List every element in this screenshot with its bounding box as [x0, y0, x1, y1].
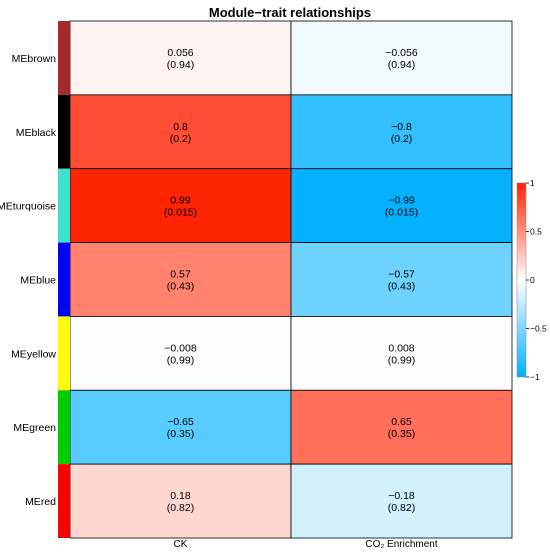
cell-pvalue-label: (0.99): [167, 354, 194, 366]
color-legend-tick-label: 0.5: [530, 227, 542, 237]
module-color-bars: [58, 21, 70, 538]
row-label-meyellow: MEyellow: [11, 348, 56, 360]
cell-correlation-label: 0.65: [391, 416, 412, 428]
module-color-meyellow: [58, 316, 70, 391]
cell-pvalue-label: (0.82): [167, 502, 194, 514]
heatmap-cell-mebrown-0: [69, 20, 292, 96]
cell-pvalue-label: (0.2): [170, 133, 192, 145]
cell-pvalue-label: (0.43): [167, 281, 194, 293]
heatmap-cell-meblue-1: [290, 242, 513, 317]
cell-correlation-label: 0.8: [173, 121, 188, 133]
module-color-meturquoise: [58, 168, 70, 243]
cell-correlation-label: 0.008: [388, 342, 414, 354]
heatmap-cells: [69, 20, 513, 539]
axis-labels: MEbrown 0.056(0.94)−0.056(0.94)MEblack 0.8…: [0, 47, 438, 550]
cell-correlation-label: 0.056: [167, 47, 193, 59]
cell-pvalue-label: (0.94): [388, 59, 415, 71]
cell-correlation-label: −0.99: [388, 195, 415, 207]
cell-correlation-label: −0.8: [391, 121, 412, 133]
cell-pvalue-label: (0.99): [388, 354, 415, 366]
cell-pvalue-label: (0.82): [388, 502, 415, 514]
color-legend: 1 0.5 0 −0.5 −1: [516, 178, 547, 382]
cell-correlation-label: 0.57: [170, 269, 191, 281]
column-label-0: CK: [174, 539, 188, 550]
module-color-meblack: [58, 94, 70, 169]
cell-pvalue-label: (0.35): [388, 428, 415, 440]
module-color-meblue: [58, 242, 70, 317]
heatmap-cell-megreen-1: [290, 389, 513, 465]
cell-correlation-label: −0.57: [388, 269, 415, 281]
color-legend-tick-label: −0.5: [530, 324, 547, 334]
row-label-mered: MEred: [25, 496, 56, 508]
module-color-mered: [58, 464, 70, 538]
heatmap-cell-mered-1: [290, 463, 513, 539]
color-legend-tick-label: 1: [530, 178, 535, 188]
heatmap-cell-meturquoise-0: [69, 168, 292, 243]
cell-pvalue-label: (0.015): [385, 207, 418, 219]
heatmap-cell-mered-0: [69, 463, 292, 539]
row-label-mebrown: MEbrown: [12, 53, 57, 65]
heatmap-cell-meblack-0: [69, 94, 292, 170]
heatmap-cell-mebrown-1: [290, 20, 513, 96]
cell-pvalue-label: (0.2): [391, 133, 413, 145]
module-color-mebrown: [58, 21, 70, 95]
row-label-megreen: MEgreen: [13, 422, 56, 434]
cell-pvalue-label: (0.35): [167, 428, 194, 440]
cell-correlation-label: −0.008: [164, 342, 197, 354]
heatmap-cell-meturquoise-1: [290, 168, 513, 243]
cell-correlation-label: −0.056: [385, 47, 418, 59]
chart-title: Module−trait relationships: [209, 5, 371, 20]
row-label-meblue: MEblue: [20, 275, 56, 287]
color-legend-bar: [516, 182, 527, 378]
cell-correlation-label: 0.99: [170, 195, 191, 207]
cell-correlation-label: −0.18: [388, 490, 415, 502]
cell-correlation-label: −0.65: [167, 416, 194, 428]
column-label-1: CO₂ Enrichment: [365, 539, 437, 550]
cell-pvalue-label: (0.015): [164, 207, 197, 219]
heatmap-cell-meblack-1: [290, 94, 513, 170]
color-legend-tick-label: −1: [530, 372, 540, 382]
color-legend-tick-label: 0: [530, 275, 535, 285]
module-color-megreen: [58, 390, 70, 465]
cell-correlation-label: 0.18: [170, 490, 191, 502]
cell-pvalue-label: (0.43): [388, 281, 415, 293]
row-label-meturquoise: MEturquoise: [0, 201, 56, 213]
row-label-meblack: MEblack: [16, 127, 57, 139]
cell-pvalue-label: (0.94): [167, 59, 194, 71]
heatmap-cell-meyellow-1: [290, 316, 513, 391]
